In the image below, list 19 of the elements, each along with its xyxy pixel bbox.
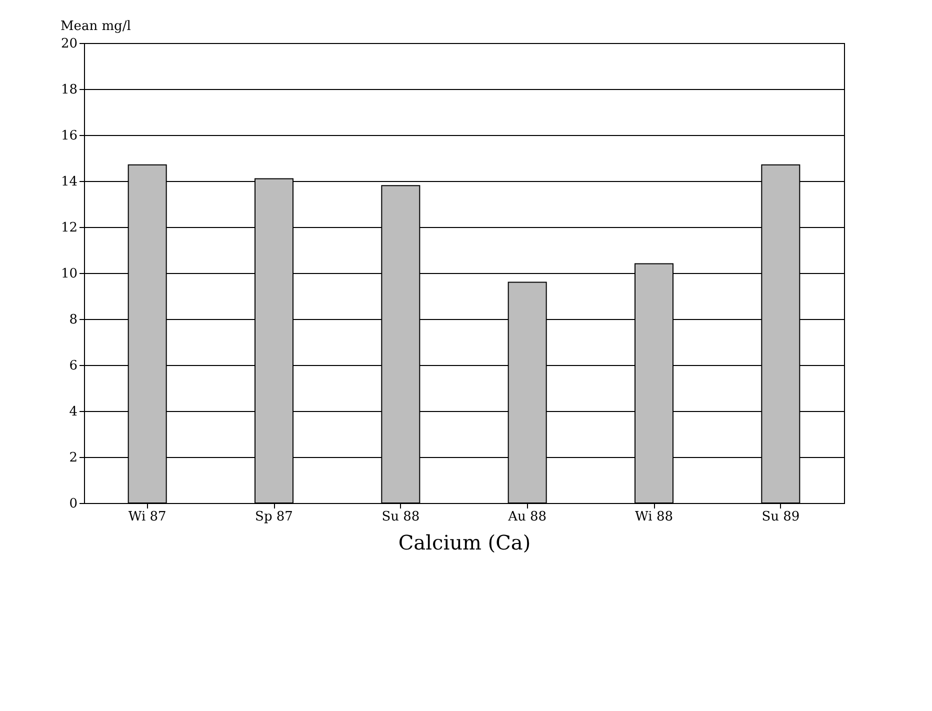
- y-tick-label: 10: [60, 266, 78, 282]
- x-tick-label: Wi 88: [635, 510, 673, 524]
- y-tick-label: 4: [69, 404, 78, 420]
- x-axis-title: Calcium (Ca): [398, 530, 531, 554]
- y-tick-label: 6: [69, 358, 78, 374]
- y-tick-label: 20: [60, 36, 78, 52]
- y-tick-label: 12: [60, 220, 78, 236]
- y-tick-label: 16: [60, 128, 78, 144]
- y-tick-label: 0: [69, 496, 78, 512]
- x-tick-label: Su 89: [762, 510, 800, 524]
- y-axis-title: Mean mg/l: [60, 19, 131, 34]
- x-tick-label: Sp 87: [255, 510, 293, 524]
- y-tick-label: 14: [60, 174, 78, 190]
- x-tick-label: Wi 87: [128, 510, 166, 524]
- y-tick-label: 8: [69, 312, 78, 328]
- y-tick-label: 18: [60, 82, 78, 98]
- x-tick-label: Au 88: [507, 510, 547, 524]
- y-tick-label: 2: [69, 450, 78, 466]
- x-tick-label: Su 88: [382, 510, 420, 524]
